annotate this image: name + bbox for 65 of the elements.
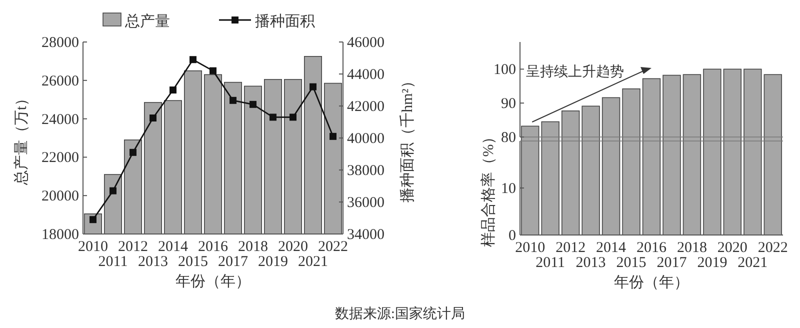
- x-tick-label: 2017: [218, 254, 248, 270]
- x-tick-label: 2021: [738, 255, 768, 271]
- x-tick-label: 2010: [515, 240, 546, 256]
- x-tick-label: 2014: [596, 240, 627, 256]
- x-tick-label: 2018: [676, 240, 707, 256]
- y2-tick-label: 44000: [347, 67, 384, 83]
- y-tick-label: 28000: [42, 35, 79, 51]
- y-tick-label: 26000: [42, 73, 79, 90]
- point: [330, 132, 336, 140]
- point: [210, 67, 216, 74]
- point: [230, 96, 236, 104]
- x-tick-label: 2022: [758, 240, 788, 256]
- y2-axis-title: 播种面积（千hm²）: [399, 74, 416, 202]
- y-tick-label: 20000: [42, 188, 79, 205]
- point: [130, 148, 136, 156]
- x-axis-title: 年份（年）: [614, 274, 689, 291]
- x-tick-label: 2010: [78, 239, 108, 255]
- point: [310, 83, 316, 90]
- x-tick-label: 2012: [556, 240, 586, 256]
- x-tick-label: 2017: [656, 255, 688, 271]
- y-tick-label: 90: [501, 96, 516, 112]
- x-tick-label: 2020: [717, 240, 748, 256]
- y-tick-label: 0: [508, 228, 516, 244]
- annotation: 呈持续上升趋势: [526, 64, 624, 80]
- y2-tick-label: 38000: [347, 163, 384, 179]
- y2-tick-label: 40000: [347, 131, 384, 147]
- x-tick-label: 2014: [158, 239, 188, 255]
- y-axis-title: 总产量（万t）: [13, 90, 30, 186]
- x-tick-label: 2012: [118, 239, 148, 255]
- x-tick-label: 2013: [576, 255, 606, 271]
- x-tick-label: 2020: [278, 239, 308, 255]
- x-tick-label: 2021: [298, 254, 328, 270]
- point: [190, 56, 196, 64]
- legend-label: 总产量: [124, 13, 170, 30]
- y-tick-label: 24000: [42, 112, 79, 128]
- x-tick-label: 2016: [636, 240, 667, 256]
- legend-label: 播种面积: [255, 13, 315, 30]
- x-tick-label: 2016: [198, 239, 228, 255]
- source-note: 数据来源:国家统计局: [335, 306, 465, 322]
- x-tick-label: 2013: [138, 254, 168, 270]
- point: [150, 114, 156, 122]
- point: [290, 114, 296, 121]
- y2-tick-label: 34000: [347, 227, 384, 243]
- point: [170, 86, 176, 94]
- x-tick-label: 2015: [616, 255, 646, 271]
- y-tick-label: 18000: [42, 227, 79, 243]
- x-tick-label: 2011: [536, 255, 566, 271]
- x-tick-label: 2011: [98, 254, 128, 270]
- x-tick-label: 2019: [258, 254, 288, 270]
- y2-tick-label: 46000: [347, 35, 384, 51]
- y2-tick-label: 42000: [347, 99, 384, 115]
- y-tick-label: 22000: [42, 150, 79, 166]
- point: [250, 100, 256, 108]
- x-tick-label: 2015: [178, 254, 208, 270]
- point: [270, 114, 276, 121]
- x-tick-label: 2018: [238, 239, 268, 255]
- y-tick-label: 100: [494, 62, 516, 78]
- y-axis-title: 样品合格率（%）: [480, 129, 497, 247]
- x-axis-title: 年份（年）: [176, 273, 250, 290]
- y-tick-label: 80: [501, 130, 516, 146]
- x-tick-label: 2019: [697, 255, 728, 271]
- point: [110, 187, 116, 194]
- y-tick-label: 10: [501, 181, 516, 197]
- x-tick-label: 2022: [318, 239, 348, 255]
- y2-tick-label: 36000: [347, 195, 384, 211]
